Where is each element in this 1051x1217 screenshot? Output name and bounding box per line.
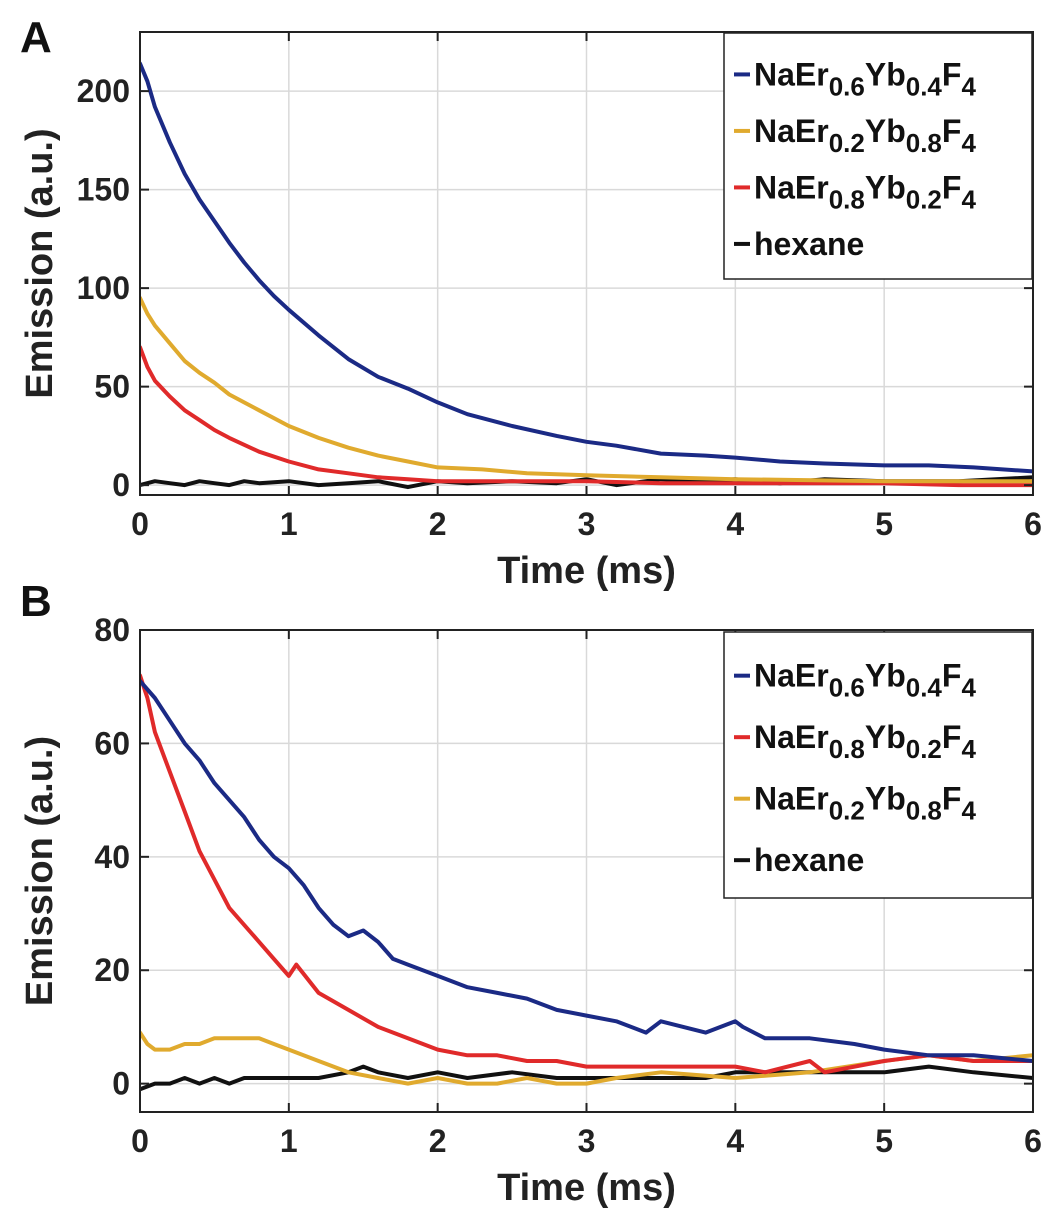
y-tick-label: 40 (94, 839, 130, 875)
y-axis-label: Emission (a.u.) (19, 736, 61, 1006)
x-axis-label: Time (ms) (497, 1167, 676, 1209)
plot-lines (140, 673, 1033, 1092)
y-axis-label: Emission (a.u.) (19, 128, 61, 398)
legend-entry: NaEr0.6Yb0.4F4 (754, 658, 976, 703)
y-tick-label: 200 (77, 73, 130, 109)
series-line (140, 1030, 1033, 1086)
tick-marks: 0 1 2 3 4 5 6 0 50 100 150 200 (77, 32, 1042, 542)
legend-entry: NaEr0.6Yb0.4F4 (754, 56, 976, 101)
y-tick-label: 80 (94, 612, 130, 648)
x-tick-label: 2 (429, 506, 447, 542)
x-tick-label: 1 (280, 1123, 298, 1159)
legend-entry: NaEr0.8Yb0.2F4 (754, 169, 976, 214)
panel-letter: A (20, 13, 52, 62)
x-tick-label: 4 (726, 1123, 744, 1159)
legend-entry: NaEr0.8Yb0.2F4 (754, 719, 976, 764)
y-tick-label: 150 (77, 172, 130, 208)
y-tick-label: 0 (112, 467, 130, 503)
series-line (140, 673, 1033, 1075)
x-tick-label: 1 (280, 506, 298, 542)
series-line (140, 345, 1033, 488)
chart-panel-a: A 0 1 2 3 4 5 6 0 50 100 150 200 Time (ms) Emission… (19, 13, 1042, 592)
y-tick-label: 100 (77, 270, 130, 306)
x-tick-label: 6 (1024, 506, 1042, 542)
legend: NaEr0.6Yb0.4F4 NaEr0.8Yb0.2F4 NaEr0.2Yb0.8… (723, 631, 1033, 899)
legend-box (723, 32, 1033, 280)
legend-entry: hexane (754, 842, 864, 878)
x-tick-label: 6 (1024, 1123, 1042, 1159)
x-tick-label: 5 (875, 506, 893, 542)
series-line (140, 679, 1033, 1063)
y-tick-label: 50 (94, 369, 130, 405)
x-tick-label: 0 (131, 1123, 149, 1159)
x-tick-label: 0 (131, 506, 149, 542)
series-line (140, 61, 1033, 474)
x-tick-label: 3 (578, 1123, 596, 1159)
y-tick-label: 0 (112, 1066, 130, 1102)
legend-box (723, 631, 1033, 899)
x-tick-label: 4 (726, 506, 744, 542)
legend-entry: hexane (754, 226, 864, 262)
legend-entry: NaEr0.2Yb0.8F4 (754, 113, 976, 158)
x-tick-label: 3 (578, 506, 596, 542)
x-axis-label: Time (ms) (497, 550, 676, 592)
x-tick-label: 5 (875, 1123, 893, 1159)
panel-letter: B (20, 577, 52, 626)
plot-lines (140, 61, 1033, 490)
y-tick-label: 60 (94, 725, 130, 761)
legend: NaEr0.6Yb0.4F4 NaEr0.2Yb0.8F4 NaEr0.8Yb0.2… (723, 32, 1033, 280)
y-tick-label: 20 (94, 952, 130, 988)
legend-entry: NaEr0.2Yb0.8F4 (754, 781, 976, 826)
series-line (140, 296, 1033, 484)
x-tick-label: 2 (429, 1123, 447, 1159)
